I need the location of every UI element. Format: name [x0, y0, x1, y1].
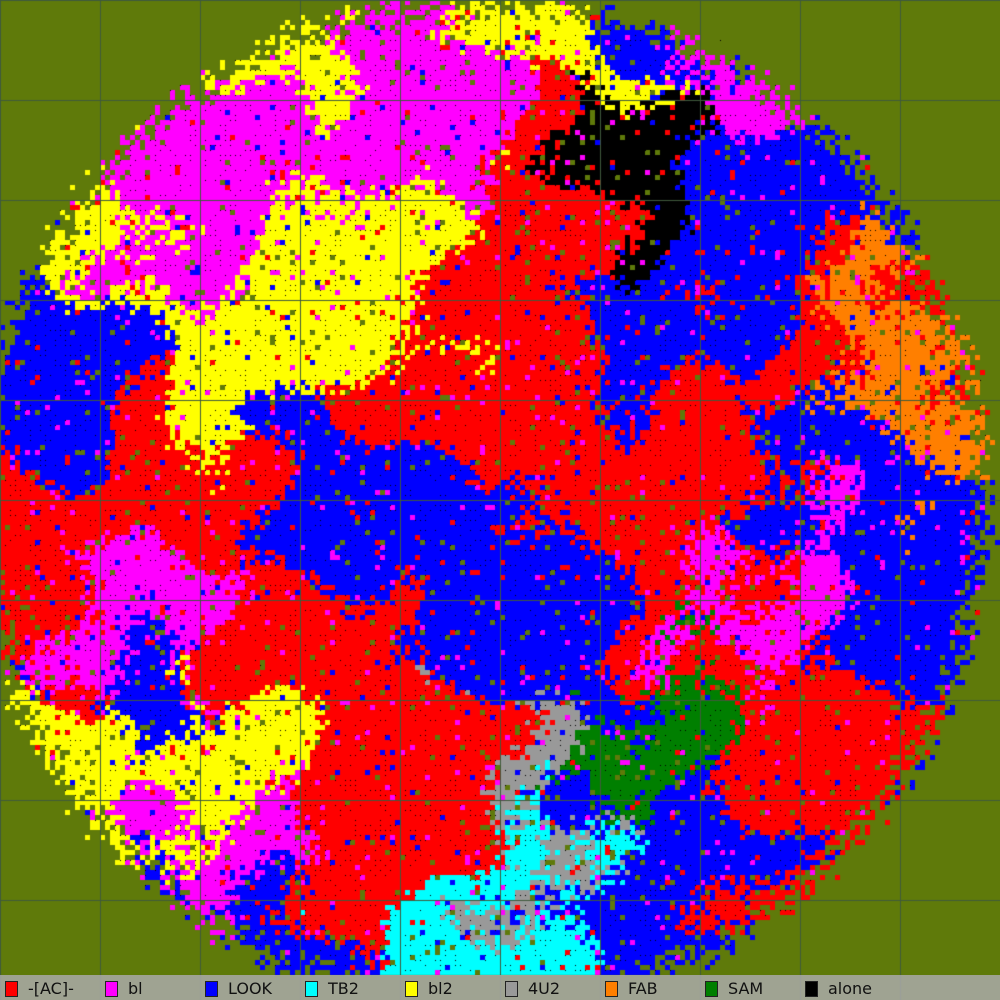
legend-label: SAM — [728, 979, 764, 998]
legend-label: alone — [828, 979, 873, 998]
legend-item: LOOK — [205, 979, 272, 998]
legend-item: bl — [105, 979, 143, 998]
legend-item: TB2 — [305, 979, 359, 998]
legend-label: -[AC]- — [28, 979, 74, 998]
legend-item: FAB — [605, 979, 658, 998]
legend-label: FAB — [628, 979, 658, 998]
legend-swatch — [705, 980, 718, 997]
legend-swatch — [505, 980, 518, 997]
legend-item: alone — [805, 979, 872, 998]
legend-label: 4U2 — [528, 979, 561, 998]
legend-label: LOOK — [228, 979, 273, 998]
legend-swatch — [5, 980, 18, 997]
legend: -[AC]- bl LOOK TB2 bl2 4U2 FAB SAM alone — [0, 975, 1000, 1000]
legend-swatch — [105, 980, 118, 997]
legend-label: TB2 — [328, 979, 359, 998]
legend-label: bl — [128, 979, 143, 998]
legend-swatch — [605, 980, 618, 997]
legend-item: SAM — [705, 979, 763, 998]
legend-item: bl2 — [405, 979, 453, 998]
legend-swatch — [205, 980, 218, 997]
legend-label: bl2 — [428, 979, 453, 998]
legend-swatch — [805, 980, 818, 997]
legend-swatch — [305, 980, 318, 997]
legend-item: 4U2 — [505, 979, 560, 998]
legend-swatch — [405, 980, 418, 997]
legend-item: -[AC]- — [5, 979, 74, 998]
